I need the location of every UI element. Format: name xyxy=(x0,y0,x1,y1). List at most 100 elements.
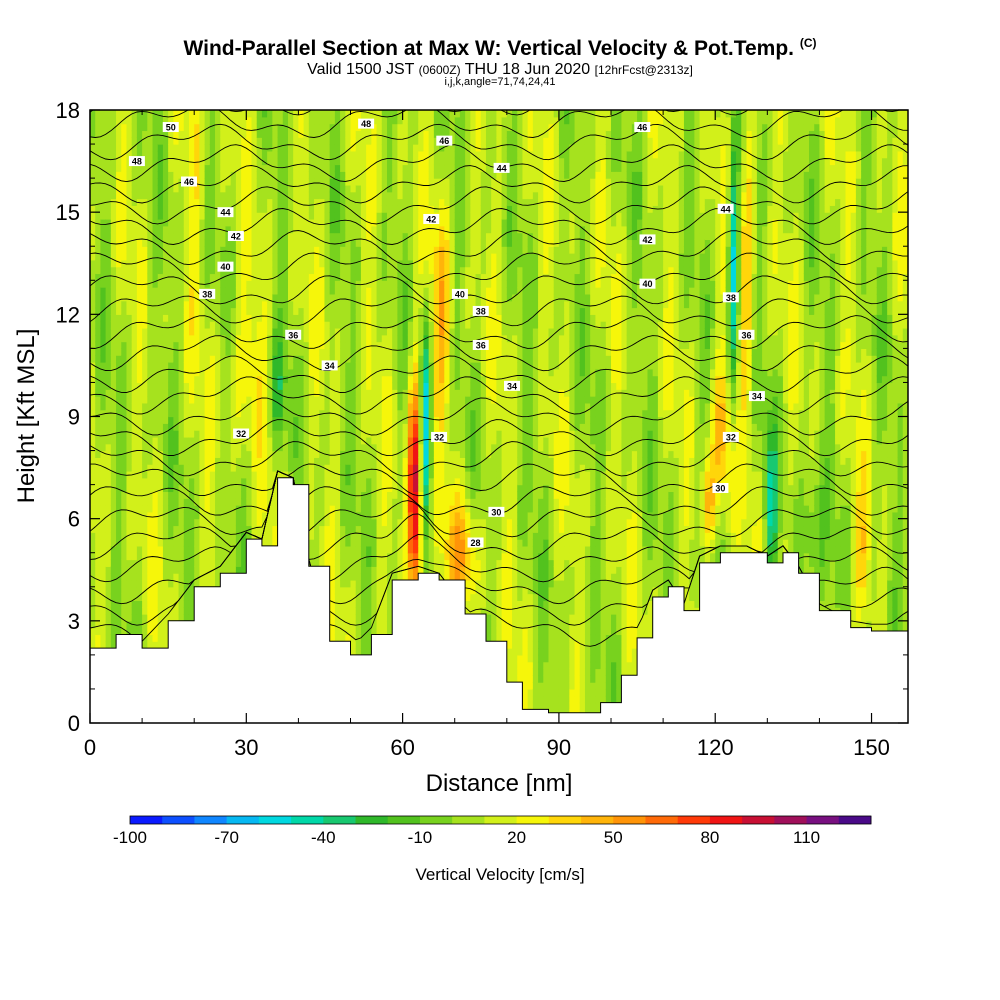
velocity-cell xyxy=(366,539,372,547)
velocity-cell xyxy=(277,110,284,118)
velocity-cell xyxy=(90,409,96,418)
velocity-cell xyxy=(355,362,362,370)
velocity-cell xyxy=(251,157,258,166)
velocity-cell xyxy=(293,253,300,261)
velocity-cell xyxy=(162,552,169,561)
velocity-cell xyxy=(110,348,117,356)
velocity-cell xyxy=(360,375,367,384)
velocity-cell xyxy=(371,287,378,295)
velocity-cell xyxy=(225,348,232,356)
velocity-cell xyxy=(105,457,112,465)
velocity-cell xyxy=(329,307,336,315)
velocity-cell xyxy=(116,402,122,411)
velocity-cell xyxy=(360,110,367,118)
velocity-cell xyxy=(298,300,305,309)
velocity-cell xyxy=(298,239,305,247)
velocity-cell xyxy=(220,321,227,329)
velocity-cell xyxy=(282,436,289,445)
velocity-cell xyxy=(350,184,357,193)
velocity-cell xyxy=(204,184,211,193)
velocity-cell xyxy=(136,443,143,452)
velocity-cell xyxy=(324,205,331,213)
velocity-cell xyxy=(282,450,289,458)
velocity-cell xyxy=(116,259,122,268)
velocity-cell xyxy=(355,436,362,445)
velocity-cell xyxy=(194,273,201,281)
velocity-cell xyxy=(324,436,331,445)
velocity-cell xyxy=(152,450,159,458)
velocity-cell xyxy=(350,123,357,132)
velocity-cell xyxy=(178,225,185,234)
velocity-cell xyxy=(366,464,372,472)
velocity-cell xyxy=(188,382,195,390)
velocity-cell xyxy=(152,518,159,527)
velocity-cell xyxy=(246,402,253,411)
velocity-cell xyxy=(282,382,289,390)
velocity-cell xyxy=(162,246,169,254)
velocity-cell xyxy=(178,545,185,554)
velocity-cell xyxy=(308,375,315,384)
velocity-cell xyxy=(371,280,378,288)
velocity-cell xyxy=(230,498,237,506)
velocity-cell xyxy=(308,157,315,166)
velocity-cell xyxy=(277,259,284,268)
velocity-cell xyxy=(225,280,232,288)
velocity-cell xyxy=(303,253,310,261)
velocity-cell xyxy=(173,171,180,179)
velocity-cell xyxy=(308,464,315,472)
velocity-cell xyxy=(147,634,154,642)
velocity-cell xyxy=(293,212,300,220)
velocity-cell xyxy=(100,137,107,145)
velocity-cell xyxy=(235,307,242,315)
velocity-cell xyxy=(95,477,102,486)
velocity-cell xyxy=(308,491,315,499)
velocity-cell xyxy=(90,586,96,595)
velocity-cell xyxy=(225,464,232,472)
velocity-cell xyxy=(225,477,232,486)
velocity-cell xyxy=(116,348,122,356)
velocity-cell xyxy=(366,327,372,336)
velocity-cell xyxy=(168,436,174,445)
velocity-cell xyxy=(168,586,174,595)
velocity-cell xyxy=(287,225,294,234)
velocity-cell xyxy=(293,130,300,138)
velocity-cell xyxy=(95,586,102,595)
velocity-cell xyxy=(277,307,284,315)
velocity-cell xyxy=(324,225,331,234)
velocity-cell xyxy=(340,362,346,370)
velocity-cell xyxy=(350,498,357,506)
velocity-cell xyxy=(188,559,195,567)
velocity-cell xyxy=(319,130,326,138)
velocity-cell xyxy=(355,389,362,397)
velocity-cell xyxy=(168,362,174,370)
velocity-cell xyxy=(162,450,169,458)
velocity-cell xyxy=(308,178,315,186)
velocity-cell xyxy=(293,423,300,431)
velocity-cell xyxy=(126,389,133,397)
velocity-cell xyxy=(105,375,112,384)
velocity-cell xyxy=(95,362,102,370)
velocity-cell xyxy=(241,348,247,356)
velocity-cell xyxy=(366,416,372,424)
velocity-cell xyxy=(251,396,258,404)
velocity-cell xyxy=(329,171,336,179)
velocity-cell xyxy=(162,436,169,445)
velocity-cell xyxy=(110,123,117,132)
velocity-cell xyxy=(173,178,180,186)
velocity-cell xyxy=(162,457,169,465)
velocity-cell xyxy=(204,457,211,465)
velocity-cell xyxy=(272,436,279,445)
velocity-cell xyxy=(126,600,133,608)
velocity-cell xyxy=(282,246,289,254)
velocity-cell xyxy=(298,171,305,179)
velocity-cell xyxy=(277,470,284,479)
velocity-cell xyxy=(261,396,268,404)
velocity-cell xyxy=(204,430,211,438)
velocity-cell xyxy=(142,178,148,186)
velocity-cell xyxy=(334,586,341,595)
velocity-cell xyxy=(350,293,357,302)
velocity-cell xyxy=(110,171,117,179)
velocity-cell xyxy=(287,362,294,370)
velocity-cell xyxy=(209,266,216,275)
velocity-cell xyxy=(131,552,138,561)
